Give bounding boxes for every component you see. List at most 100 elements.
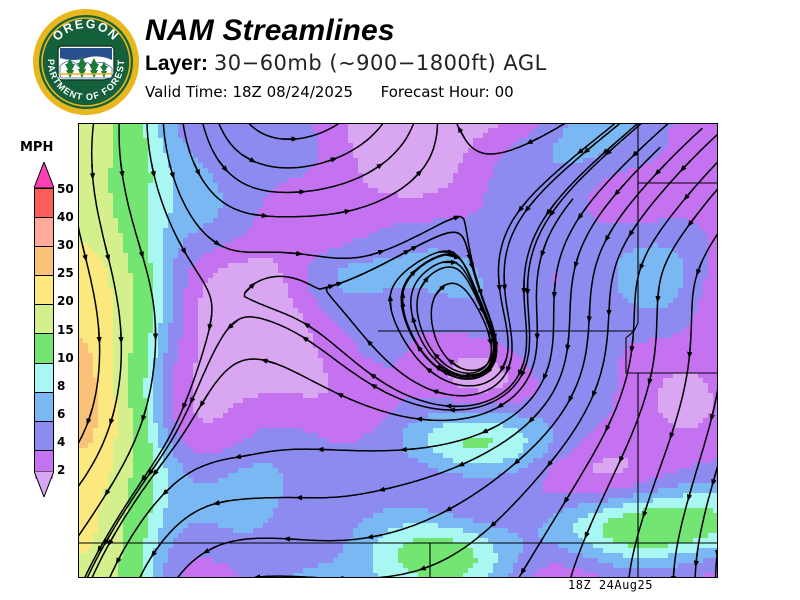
streamline-arrow bbox=[103, 531, 113, 547]
streamline-arrow bbox=[518, 361, 525, 377]
colorbar-band-25-30 bbox=[35, 246, 53, 276]
streamline-arrow bbox=[604, 227, 614, 243]
contour-fill-level-5 bbox=[108, 123, 718, 578]
streamline-arrow bbox=[586, 306, 592, 324]
streamline-arrow bbox=[683, 187, 695, 201]
page-header: OREGON DEPARTMENT OF FORESTRY NAM Stream… bbox=[0, 0, 800, 120]
streamline-arrow bbox=[542, 365, 550, 381]
streamline-arrow bbox=[150, 543, 161, 558]
streamline-arrow bbox=[445, 254, 462, 260]
streamline-arrow bbox=[487, 322, 494, 339]
streamline-arrow bbox=[89, 163, 96, 181]
streamline-arrow bbox=[177, 240, 187, 255]
streamline bbox=[78, 123, 123, 488]
streamline-arrow bbox=[369, 163, 384, 173]
streamline-arrow bbox=[601, 143, 615, 155]
streamline-arrow bbox=[501, 274, 508, 292]
streamline-arrow bbox=[549, 203, 560, 218]
oregon-department-of-forestry-logo: OREGON DEPARTMENT OF FORESTRY bbox=[32, 8, 140, 116]
streamline-arrow bbox=[457, 125, 467, 141]
streamline-arrow bbox=[639, 255, 647, 271]
streamline-arrow bbox=[629, 336, 635, 354]
streamline-arrow bbox=[434, 365, 449, 375]
streamline bbox=[78, 123, 101, 446]
streamline-arrow bbox=[410, 169, 423, 182]
map-canvas[interactable] bbox=[78, 123, 718, 578]
streamline bbox=[83, 123, 213, 578]
streamline-arrow bbox=[182, 394, 189, 411]
streamline-arrow bbox=[190, 389, 198, 405]
streamline-arrow bbox=[524, 199, 536, 213]
colorbar-tick-10: 10 bbox=[57, 350, 74, 365]
page-title: NAM Streamlines bbox=[145, 14, 395, 47]
streamline-arrow bbox=[606, 300, 612, 317]
streamline-arrow bbox=[286, 250, 304, 257]
streamline-arrow bbox=[289, 189, 307, 195]
streamline bbox=[217, 123, 385, 169]
streamline-arrow bbox=[369, 373, 384, 383]
colorbar-under-cap bbox=[34, 471, 54, 497]
colorbar-legend: MPH 50 40 30 25 20 15 10 8 6 4 2 bbox=[14, 140, 76, 500]
streamline bbox=[389, 123, 617, 387]
streamline-arrow bbox=[446, 358, 461, 369]
contour-fill-level-8 bbox=[78, 338, 98, 448]
streamline-arrow bbox=[387, 294, 394, 311]
streamline-arrow bbox=[104, 482, 114, 497]
streamline-arrow bbox=[545, 202, 556, 217]
streamline-arrow bbox=[303, 322, 318, 332]
streamline-arrow bbox=[489, 516, 502, 528]
streamline-arrow bbox=[525, 136, 541, 145]
colorbar-band-6-8 bbox=[35, 391, 53, 421]
streamline-arrow bbox=[496, 398, 511, 409]
streamline-arrow bbox=[199, 393, 209, 408]
streamline-arrow bbox=[711, 470, 717, 487]
streamline-arrow bbox=[546, 454, 558, 468]
valid-time-value: 18Z 08/24/2025 bbox=[232, 83, 354, 101]
streamline-arrow bbox=[563, 489, 573, 505]
colorbar-band-30-40 bbox=[35, 217, 53, 247]
streamline-arrow bbox=[282, 536, 300, 542]
valid-time-line: Valid Time: 18Z 08/24/2025 Forecast Hour… bbox=[145, 81, 547, 103]
streamline-arrow bbox=[241, 154, 257, 163]
streamline-arrow bbox=[369, 383, 385, 393]
colorbar-tick-2: 2 bbox=[57, 463, 66, 477]
streamline-arrow bbox=[693, 551, 699, 568]
streamline-arrow bbox=[513, 453, 526, 466]
streamline-arrow bbox=[321, 157, 338, 164]
forecast-hour-label: Forecast Hour: bbox=[380, 83, 490, 101]
streamline bbox=[517, 160, 718, 578]
streamline-arrow bbox=[480, 425, 496, 434]
streamline-arrow bbox=[654, 163, 667, 176]
streamline-arrow bbox=[463, 372, 480, 378]
streamline-arrow bbox=[447, 407, 465, 413]
streamline-arrow bbox=[107, 531, 117, 547]
streamline-arrow bbox=[592, 382, 599, 398]
colorbar-bands bbox=[34, 188, 54, 479]
colorbar-tick-30: 30 bbox=[57, 238, 74, 253]
streamline-arrow bbox=[568, 387, 576, 403]
streamline-arrow bbox=[573, 252, 580, 269]
colorbar-tick-15: 15 bbox=[57, 322, 74, 337]
streamline-arrow bbox=[243, 282, 256, 295]
colorbar-over-cap bbox=[34, 162, 54, 188]
colorbar-tick-50: 50 bbox=[57, 182, 74, 196]
streamline-arrow bbox=[444, 503, 460, 512]
streamline-arrow bbox=[496, 275, 502, 292]
contour-fill-level-2 bbox=[163, 123, 718, 578]
colorbar-wrap: 50 40 30 25 20 15 10 8 6 4 2 bbox=[34, 162, 76, 497]
streamline-arrow bbox=[369, 249, 386, 256]
colorbar-tick-40: 40 bbox=[57, 210, 74, 225]
streamline-arrow bbox=[418, 563, 435, 571]
streamline bbox=[325, 123, 622, 397]
streamline-arrow bbox=[527, 411, 540, 424]
streamline-arrow bbox=[335, 209, 352, 215]
streamline-arrow bbox=[109, 409, 115, 426]
streamline-arrow bbox=[104, 245, 111, 262]
layer-line: Layer: 30−60mb (∼900−1800ft) AGL bbox=[145, 50, 547, 77]
streamline-arrow bbox=[618, 448, 627, 464]
streamline-arrow bbox=[96, 327, 102, 344]
legend-title-mph: MPH bbox=[20, 140, 54, 155]
streamline-arrow bbox=[118, 327, 124, 344]
streamline-arrow bbox=[687, 213, 698, 228]
streamline-map[interactable] bbox=[78, 123, 718, 578]
